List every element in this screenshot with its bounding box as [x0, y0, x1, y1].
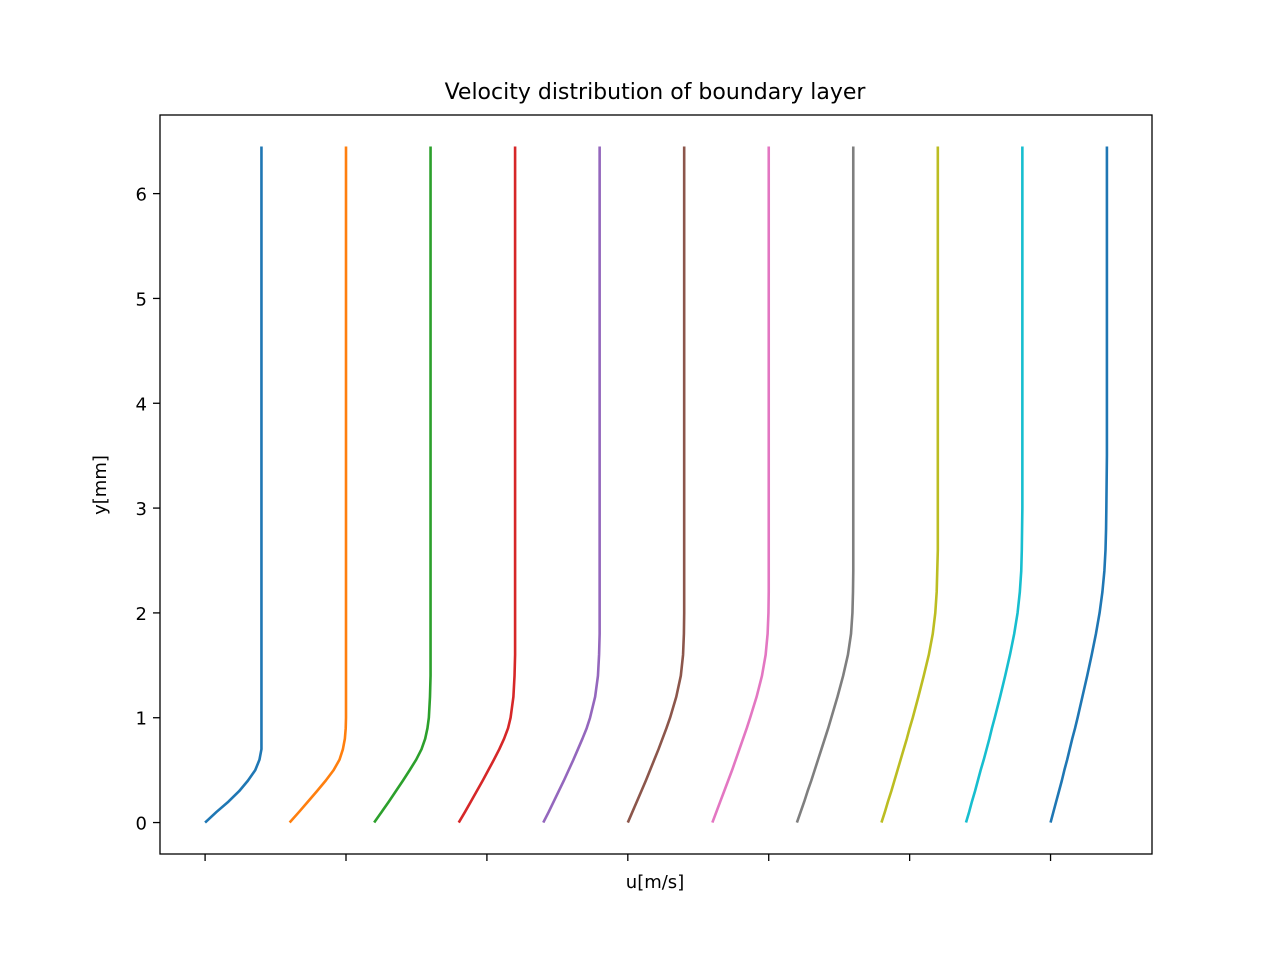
y-tick-label-1: 1 — [136, 709, 147, 730]
plot-area-frame — [159, 114, 1153, 855]
chart-title: Velocity distribution of boundary layer — [445, 80, 867, 105]
series-line-3 — [373, 146, 432, 824]
y-tick-label-5: 5 — [136, 289, 147, 310]
series-line-8 — [795, 146, 855, 823]
x-axis-label: u[m/s] — [626, 872, 684, 893]
y-tick-label-6: 6 — [136, 185, 147, 206]
series-line-1 — [204, 146, 263, 824]
series-line-5 — [542, 146, 601, 824]
y-axis-label: y[mm] — [90, 455, 111, 515]
series-line-11 — [1049, 146, 1109, 823]
y-tick-label-2: 2 — [136, 604, 147, 625]
y-tick-label-3: 3 — [136, 499, 147, 520]
series-line-9 — [880, 146, 940, 823]
x-axis — [204, 854, 1052, 861]
series-line-4 — [457, 146, 517, 824]
series-line-10 — [964, 146, 1024, 823]
y-tick-label-0: 0 — [136, 814, 147, 835]
series-line-6 — [626, 146, 686, 824]
series-line-7 — [711, 146, 771, 824]
plot-series-group — [204, 146, 1109, 824]
y-tick-label-4: 4 — [136, 394, 147, 415]
y-axis: 0 1 2 3 4 5 6 — [136, 185, 160, 835]
series-line-2 — [288, 146, 348, 824]
